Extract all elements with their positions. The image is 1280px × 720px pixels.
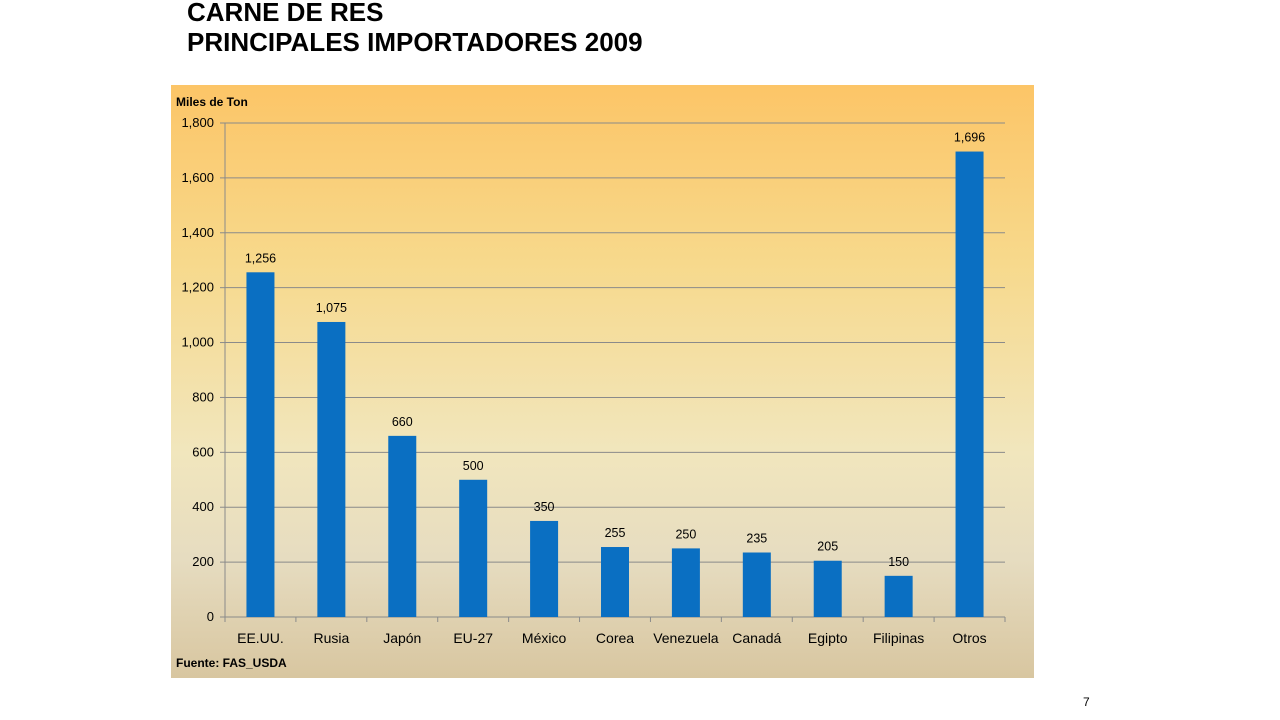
bar-value-label: 150 <box>888 555 909 569</box>
y-tick-label: 1,600 <box>181 170 214 185</box>
bar <box>388 435 417 617</box>
y-tick-label: 800 <box>192 389 214 404</box>
bar-value-label: 350 <box>534 500 555 514</box>
y-tick-label: 1,800 <box>181 115 214 130</box>
bar <box>530 520 559 617</box>
x-tick-label: Rusia <box>313 630 349 646</box>
page-number: 7 <box>1083 695 1090 709</box>
bar-value-label: 205 <box>817 540 838 554</box>
bar <box>884 575 913 617</box>
x-tick-label: México <box>522 630 567 646</box>
title-line-1: CARNE DE RES <box>187 0 384 27</box>
bar-value-label: 1,256 <box>245 251 276 265</box>
x-tick-label: Corea <box>596 630 634 646</box>
bar-value-label: 235 <box>746 532 767 546</box>
x-tick-label: Canadá <box>732 630 781 646</box>
slide-title: CARNE DE RES PRINCIPALES IMPORTADORES 20… <box>187 0 643 57</box>
x-tick-label: Filipinas <box>873 630 924 646</box>
bar <box>955 151 984 617</box>
y-tick-label: 1,400 <box>181 225 214 240</box>
bar <box>459 479 488 617</box>
x-tick-label: EE.UU. <box>237 630 284 646</box>
bar <box>246 272 275 617</box>
x-tick-label: Japón <box>383 630 421 646</box>
title-line-2: PRINCIPALES IMPORTADORES 2009 <box>187 27 643 57</box>
y-tick-label: 1,000 <box>181 335 214 350</box>
bar-value-label: 660 <box>392 415 413 429</box>
y-axis-label: Miles de Ton <box>176 95 248 109</box>
bar-value-label: 1,075 <box>316 301 347 315</box>
y-tick-label: 200 <box>192 554 214 569</box>
x-tick-label: EU-27 <box>453 630 493 646</box>
x-tick-label: Egipto <box>808 630 848 646</box>
y-tick-label: 400 <box>192 499 214 514</box>
source-note: Fuente: FAS_USDA <box>176 656 287 670</box>
bar-chart: 0 200 400 600 800 1,000 1,200 1,400 1,600 1,800 1,… <box>181 115 1006 646</box>
bar <box>601 547 629 617</box>
bar-value-label: 500 <box>463 459 484 473</box>
y-tick-label: 600 <box>192 444 214 459</box>
y-tick-label: 1,200 <box>181 280 214 295</box>
x-tick-label: Venezuela <box>653 630 719 646</box>
bar <box>317 321 346 617</box>
y-tick-label: 0 <box>207 609 214 624</box>
bar <box>671 548 700 617</box>
bar <box>742 552 771 617</box>
chart-panel: 0 200 400 600 800 1,000 1,200 1,400 1,600 1,800 1,… <box>171 85 1034 678</box>
bar-value-label: 250 <box>675 527 696 541</box>
bar-value-label: 255 <box>605 526 626 540</box>
bar <box>813 560 842 617</box>
bar-value-label: 1,696 <box>954 131 985 145</box>
x-tick-label: Otros <box>952 630 986 646</box>
